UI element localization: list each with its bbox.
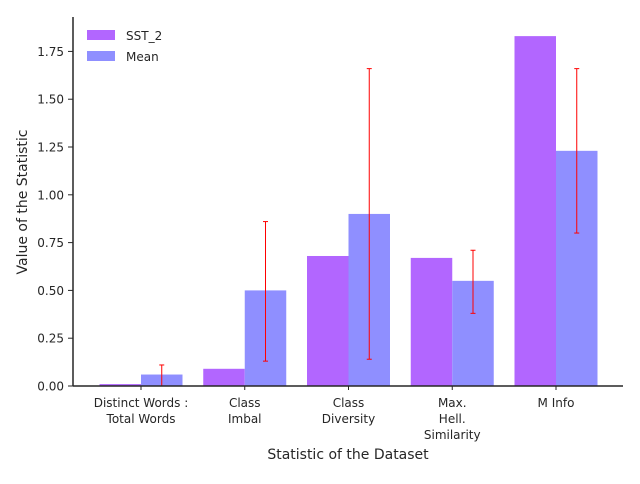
x-tick-label: Hell. xyxy=(439,412,466,426)
x-tick-label: Diversity xyxy=(322,412,375,426)
y-tick-label: 1.75 xyxy=(37,45,64,59)
legend: SST_2 Mean xyxy=(87,29,162,64)
bar-sst-2 xyxy=(99,384,141,386)
x-tick-label: Max. xyxy=(438,396,467,410)
bars-layer xyxy=(99,36,598,386)
y-tick-label: 0.50 xyxy=(37,284,64,298)
y-axis-label: Value of the Statistic xyxy=(15,130,31,275)
x-tick-label: Distinct Words : xyxy=(94,396,189,410)
y-tick-label: 0.75 xyxy=(37,236,64,250)
x-tick-label: M Info xyxy=(538,396,575,410)
legend-swatch xyxy=(87,51,115,61)
y-tick-label: 0.00 xyxy=(37,380,64,394)
legend-label: Mean xyxy=(126,50,159,64)
error-bars-layer xyxy=(159,68,580,387)
y-tick-label: 0.25 xyxy=(37,332,64,346)
y-tick-label: 1.25 xyxy=(37,141,64,155)
x-tick-label: Class xyxy=(333,396,365,410)
x-axis-label: Statistic of the Dataset xyxy=(267,447,429,463)
x-tick-label: Similarity xyxy=(424,428,481,442)
x-tick-label: Total Words xyxy=(106,412,176,426)
bar-sst-2 xyxy=(203,368,245,386)
bar-sst-2 xyxy=(307,255,349,386)
legend-swatch xyxy=(87,30,115,40)
x-tick-label: Class xyxy=(229,396,261,410)
y-tick-label: 1.50 xyxy=(37,93,64,107)
y-tick-labels: 0.00 0.25 0.50 0.75 1.00 1.25 1.50 1.75 xyxy=(37,45,73,394)
x-tick-labels: Distinct Words : Total Words Class Imbal Cla… xyxy=(94,386,575,442)
bar-sst-2 xyxy=(410,257,453,386)
legend-label: SST_2 xyxy=(126,29,162,43)
y-tick-label: 1.00 xyxy=(37,188,64,202)
x-tick-label: Imbal xyxy=(228,412,262,426)
bar-sst-2 xyxy=(514,36,556,386)
